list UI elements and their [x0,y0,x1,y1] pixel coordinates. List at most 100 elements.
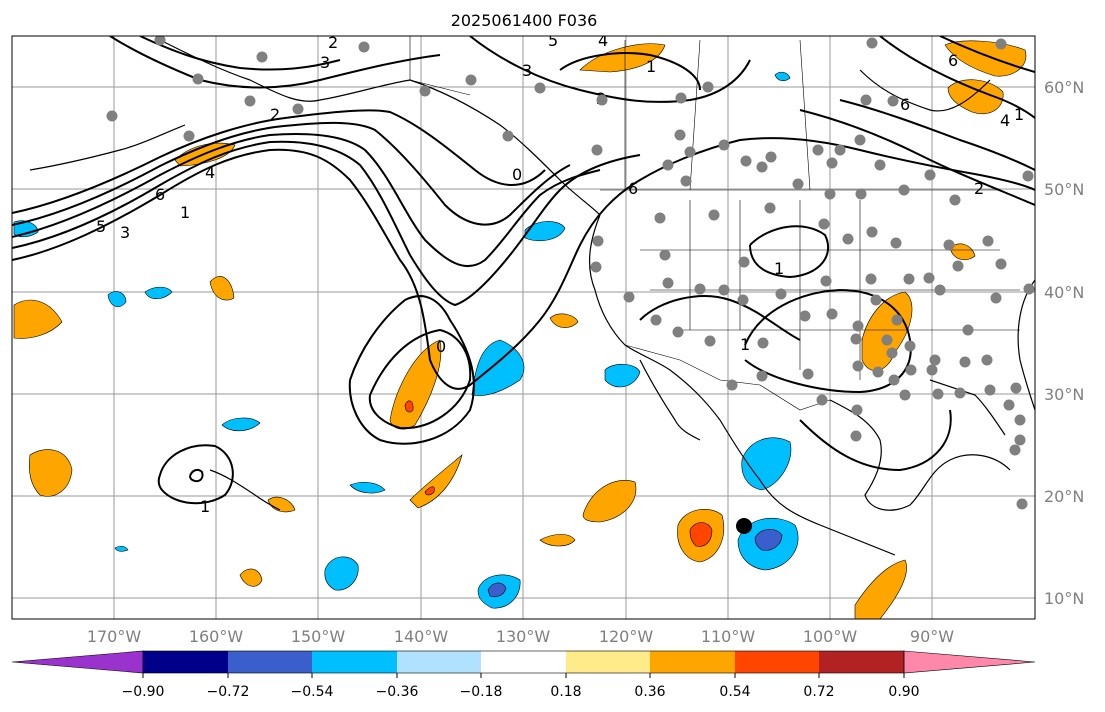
contour-label: 6 [628,179,638,198]
lat-label: 30°N [1044,385,1084,404]
anomaly-area [947,79,1004,114]
contour-line [139,36,341,71]
station-marker [765,151,777,163]
station-marker [244,95,256,107]
station-marker [419,85,431,97]
station-marker [106,110,118,122]
station-marker [816,394,828,406]
colorbar-tick-label: 0.72 [803,684,834,700]
colorbar-segment [481,651,566,673]
contours [12,36,1035,505]
contour-label: 6 [948,51,958,70]
station-marker [183,130,195,142]
station-marker [802,368,814,380]
station-marker [866,37,878,49]
station-marker [590,261,602,273]
contour-line [839,99,1035,171]
station-marker [792,178,804,190]
border-province [799,39,811,191]
contour-label: 3 [320,53,330,72]
station-marker [872,366,884,378]
colorbar-ticks [142,673,905,678]
station-marker [984,384,996,396]
station-marker [1009,444,1021,456]
station-marker [1016,498,1028,510]
station-marker [852,320,864,332]
station-marker [995,258,1007,270]
station-marker [1023,283,1035,295]
station-marker [659,249,671,261]
colorbar-tick-label: −0.18 [460,684,503,700]
contour-label: 4 [205,163,215,182]
station-marker [737,294,749,306]
station-marker [954,387,966,399]
station-marker [826,157,838,169]
contour-label: 5 [548,31,558,50]
anomaly-area [144,286,173,300]
station-marker [684,146,696,158]
station-marker [899,389,911,401]
station-marker [990,292,1002,304]
station-marker [292,103,304,115]
contour-line [12,109,546,214]
station-marker [596,94,608,106]
anomaly-area [549,313,579,328]
station-marker [662,277,674,289]
anomaly-area [209,276,235,301]
station-marker [854,134,866,146]
station-marker [1003,399,1015,411]
contour-line [559,52,701,91]
colorbar-frame [142,650,905,674]
station-marker [834,144,846,156]
coastline-florida [929,379,1006,436]
contour-label: 1 [646,57,656,76]
contour-label: 6 [155,185,165,204]
positive-anomaly-areas [13,40,1027,619]
station-marker [820,275,832,287]
anomaly-area [29,449,73,497]
station-marker [926,364,938,376]
longitude-labels: 170°W 160°W 150°W 140°W 130°W 120°W 110°… [87,627,954,646]
anomaly-area [754,529,783,551]
station-marker [929,354,941,366]
latitude-labels: 60°N 50°N 40°N 30°N 20°N 10°N [1044,78,1084,608]
station-marker [949,194,961,206]
coastline-west-na [589,214,896,556]
colorbar-segment [228,651,312,673]
lon-label: 170°W [87,627,142,646]
contour-line [12,132,601,267]
lat-label: 50°N [1044,180,1084,199]
coastline-aleutians [29,124,186,171]
contour-label: 2 [328,33,338,52]
station-marker [1014,414,1026,426]
map-area: 2 3 5 4 1 3 2 6 4 2 6 1 5 3 4 1 6 0 2 6 … [12,31,1035,619]
lon-label: 140°W [394,627,449,646]
contour-line [12,121,571,226]
anomaly-area [949,243,976,261]
station-marker [534,82,546,94]
station-marker [502,130,514,142]
contour-label: 2 [974,179,984,198]
map-frame [11,35,1036,620]
anomaly-area [239,568,263,587]
station-marker [870,294,882,306]
contour-line [12,140,641,307]
colorbar-segment [143,651,228,673]
station-marker [623,291,635,303]
station-marker [826,308,838,320]
coastline-hawaii [209,469,281,511]
anomaly-area [774,71,791,81]
anomaly-area [404,400,414,413]
station-marker [702,81,714,93]
station-marker [738,256,750,268]
border-alaska [409,36,471,96]
anomaly-area [114,545,129,552]
station-marker [952,260,964,272]
contour-label: 1 [774,259,784,278]
station-marker [756,161,768,173]
lat-label: 10°N [1044,589,1084,608]
station-marker [775,288,787,300]
contour-label: 0 [512,165,522,184]
station-marker [943,239,955,251]
